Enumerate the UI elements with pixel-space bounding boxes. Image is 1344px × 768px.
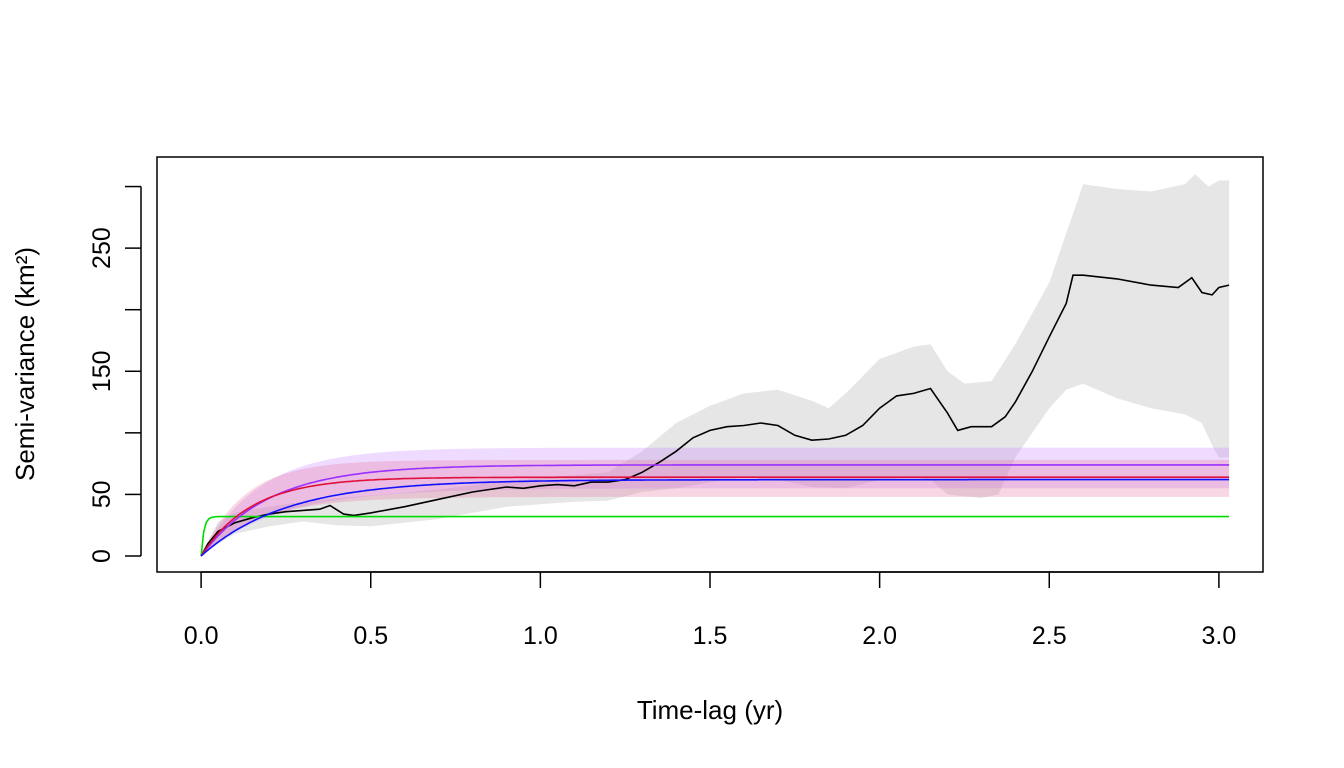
y-axis: 0 50 150 250 [88, 185, 142, 563]
model-line-1 [200, 464, 1230, 557]
model-band-1 [201, 447, 1230, 556]
y-tick-label: 50 [88, 480, 116, 508]
empirical-band [201, 174, 1230, 556]
x-tick-label: 3.0 [1202, 622, 1237, 650]
x-tick-label: 1.0 [523, 622, 558, 650]
x-tick-label: 2.5 [1032, 622, 1067, 650]
empirical-line [200, 274, 1230, 557]
model-line-0 [200, 515, 1230, 557]
x-tick-label: 2.0 [862, 622, 897, 650]
y-tick-label: 250 [88, 227, 116, 269]
x-axis-title: Time-lag (yr) [637, 695, 783, 725]
y-axis-title: Semi-variance (km²) [10, 247, 40, 481]
y-tick-label: 150 [88, 350, 116, 392]
confidence-bands [201, 174, 1230, 556]
series-lines [200, 274, 1230, 557]
x-axis: 0.0 0.5 1.0 1.5 2.0 2.5 3.0 [184, 571, 1237, 650]
y-tick-label: 0 [88, 549, 116, 563]
x-tick-label: 0.0 [184, 622, 219, 650]
model-line-2 [200, 476, 1230, 557]
x-tick-label: 0.5 [353, 622, 388, 650]
x-tick-label: 1.5 [693, 622, 728, 650]
model-line-3 [200, 478, 1230, 557]
